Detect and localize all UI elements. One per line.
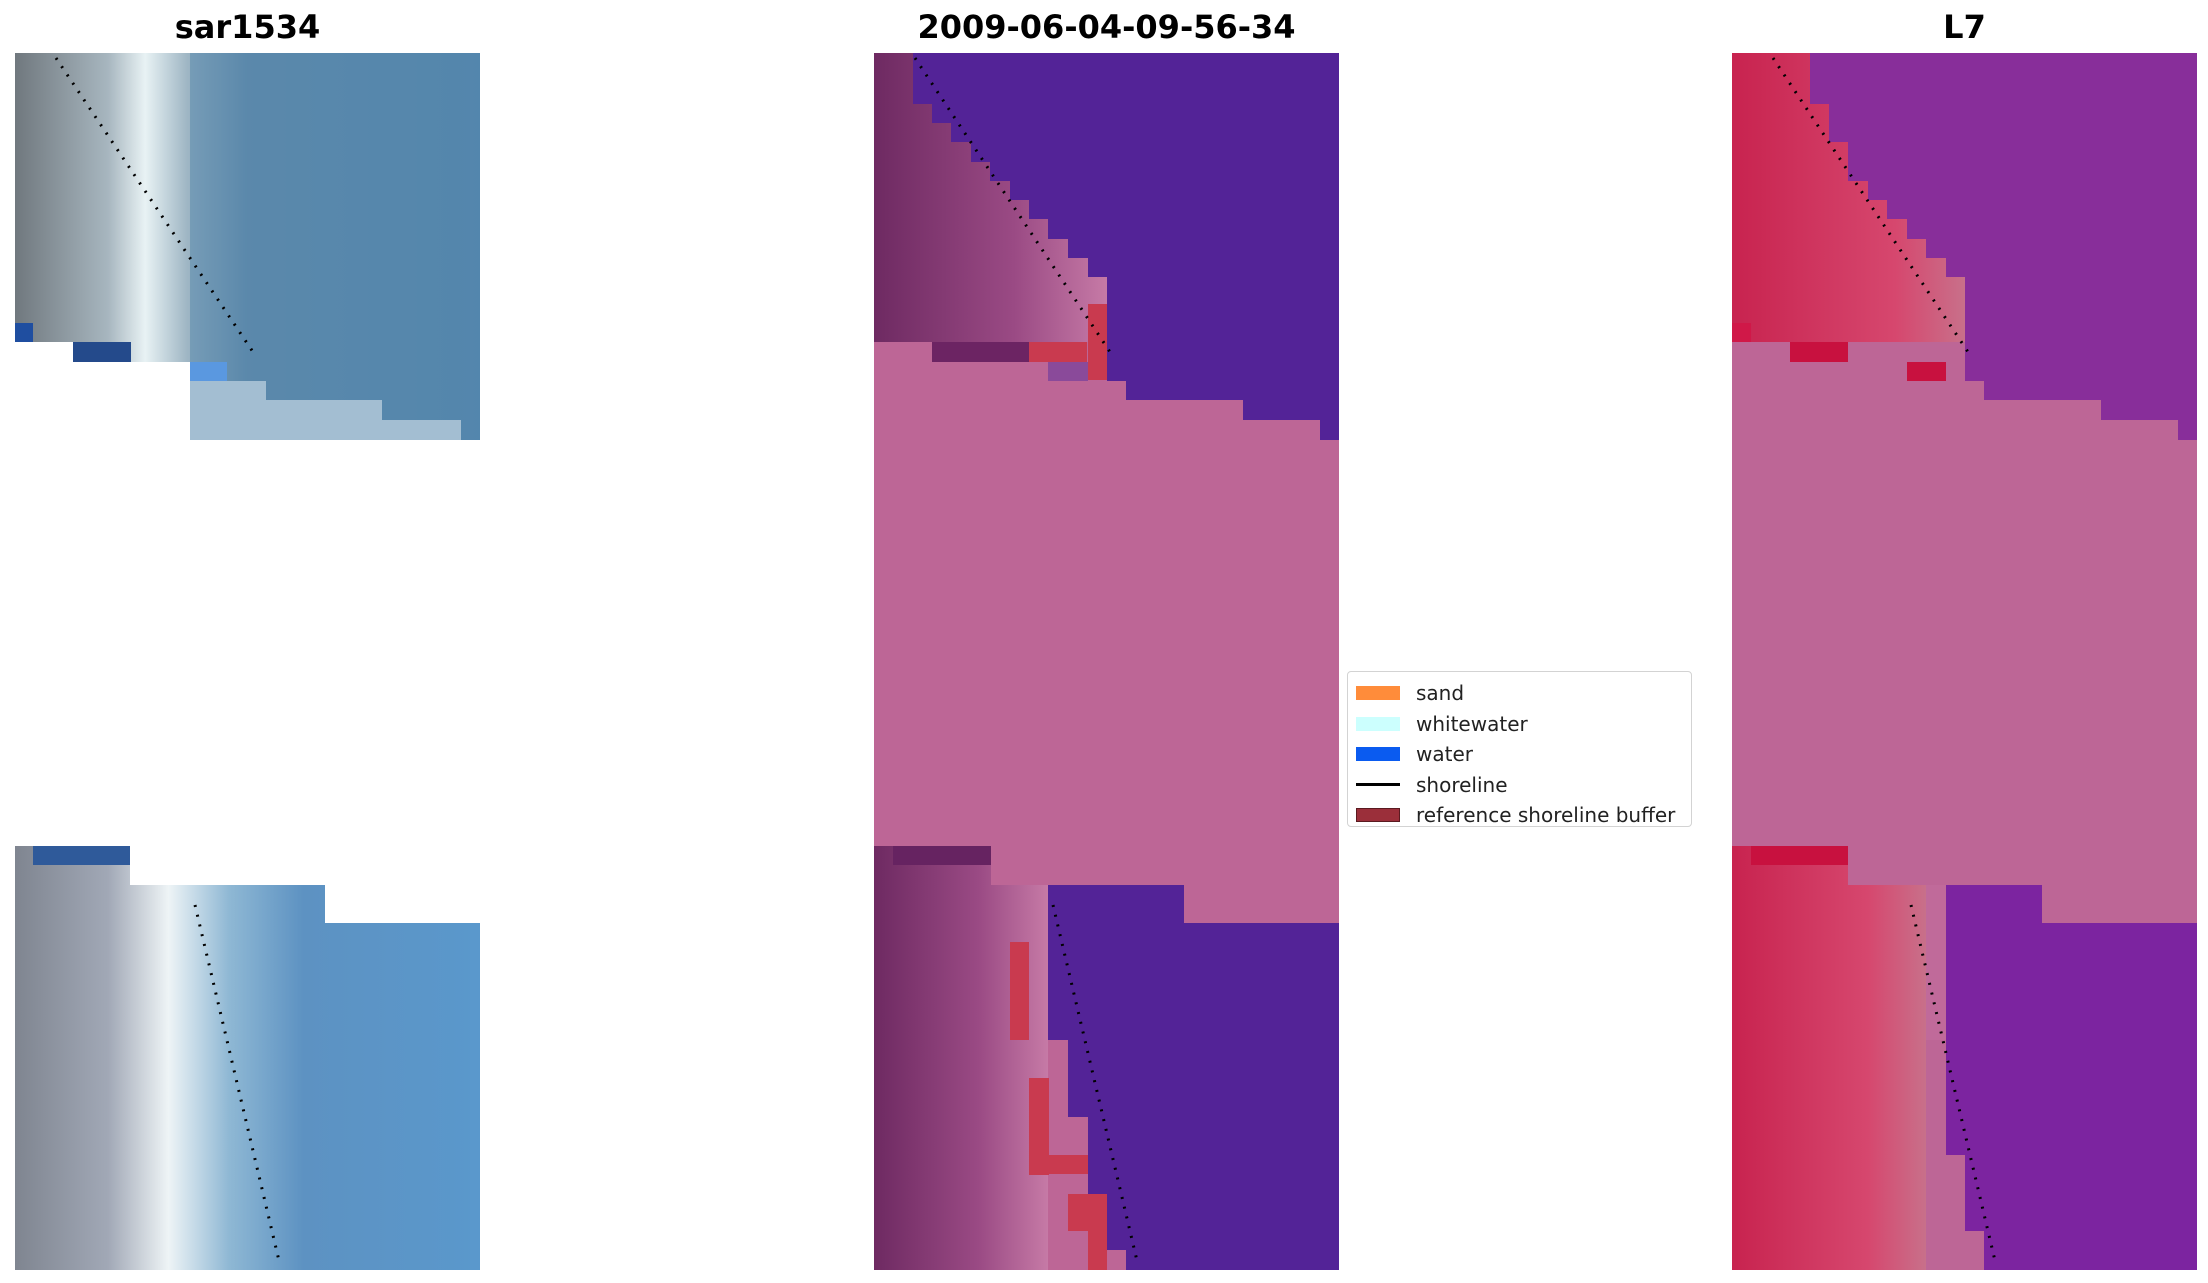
buffer-patch bbox=[1029, 1078, 1049, 1175]
l7-image-panel bbox=[1732, 53, 2197, 1270]
legend-swatch-whitewater bbox=[1356, 716, 1400, 731]
water-pixel bbox=[1048, 362, 1088, 381]
rgb-bottom-region bbox=[15, 846, 480, 1270]
classified-image-panel bbox=[874, 53, 1339, 1270]
legend-line-shoreline bbox=[1356, 783, 1400, 787]
classified-dark-strip bbox=[893, 846, 991, 865]
buffer-patch bbox=[1029, 342, 1087, 362]
classified-land-top bbox=[874, 53, 1107, 342]
panel-title-classified: 2009-06-04-09-56-34 bbox=[917, 8, 1296, 46]
classified-shoreline-bottom bbox=[1051, 904, 1140, 1266]
rgb-top-sea-tint bbox=[190, 53, 480, 440]
l7-bright-patch bbox=[1907, 362, 1946, 381]
legend-item-shoreline: shoreline bbox=[1356, 770, 1683, 801]
legend-swatch-water bbox=[1356, 747, 1400, 762]
buffer-patch bbox=[1088, 304, 1107, 380]
legend-label-water: water bbox=[1416, 742, 1473, 767]
legend-label-buffer: reference shoreline buffer bbox=[1416, 803, 1676, 828]
l7-water-top bbox=[1810, 53, 2197, 440]
rgb-bright-patch bbox=[190, 362, 227, 381]
classified-land-bottom bbox=[874, 846, 1048, 1270]
l7-shoreline-bottom bbox=[1909, 904, 1998, 1266]
legend-item-water: water bbox=[1356, 739, 1683, 770]
l7-bright-strip bbox=[1751, 846, 1848, 865]
l7-strip bbox=[1926, 885, 1946, 1040]
l7-bright-patch bbox=[1732, 323, 1751, 342]
classified-dark-strip bbox=[932, 342, 1029, 362]
legend-item-buffer: reference shoreline buffer bbox=[1356, 800, 1683, 831]
legend-label-whitewater: whitewater bbox=[1416, 711, 1528, 736]
panel-title-rgb: sar1534 bbox=[174, 8, 321, 46]
rgb-dark-patch bbox=[73, 342, 131, 362]
l7-land-bottom bbox=[1732, 846, 1926, 1270]
buffer-patch bbox=[1010, 942, 1029, 1040]
buffer-patch bbox=[1049, 1155, 1088, 1174]
classified-water-bottom bbox=[1048, 885, 1339, 1270]
buffer-patch bbox=[1088, 1231, 1107, 1270]
legend-label-sand: sand bbox=[1416, 681, 1465, 706]
rgb-dark-strip bbox=[33, 846, 130, 865]
buffer-patch bbox=[1068, 1194, 1107, 1231]
legend: sand whitewater water shoreline referenc… bbox=[1347, 671, 1692, 827]
rgb-image-panel bbox=[15, 53, 480, 1270]
legend-swatch-buffer bbox=[1356, 808, 1400, 823]
panel-title-l7: L7 bbox=[1943, 8, 1986, 46]
rgb-shoreline-bottom bbox=[193, 904, 282, 1266]
rgb-dark-patch bbox=[15, 323, 33, 342]
legend-item-sand: sand bbox=[1356, 678, 1683, 709]
legend-label-shoreline: shoreline bbox=[1416, 772, 1508, 797]
l7-water-bottom bbox=[1926, 885, 2197, 1270]
classified-water-top bbox=[913, 53, 1339, 440]
l7-land-top bbox=[1732, 53, 1965, 342]
legend-item-whitewater: whitewater bbox=[1356, 709, 1683, 740]
l7-bright-patch bbox=[1790, 342, 1848, 362]
legend-swatch-sand bbox=[1356, 686, 1400, 701]
